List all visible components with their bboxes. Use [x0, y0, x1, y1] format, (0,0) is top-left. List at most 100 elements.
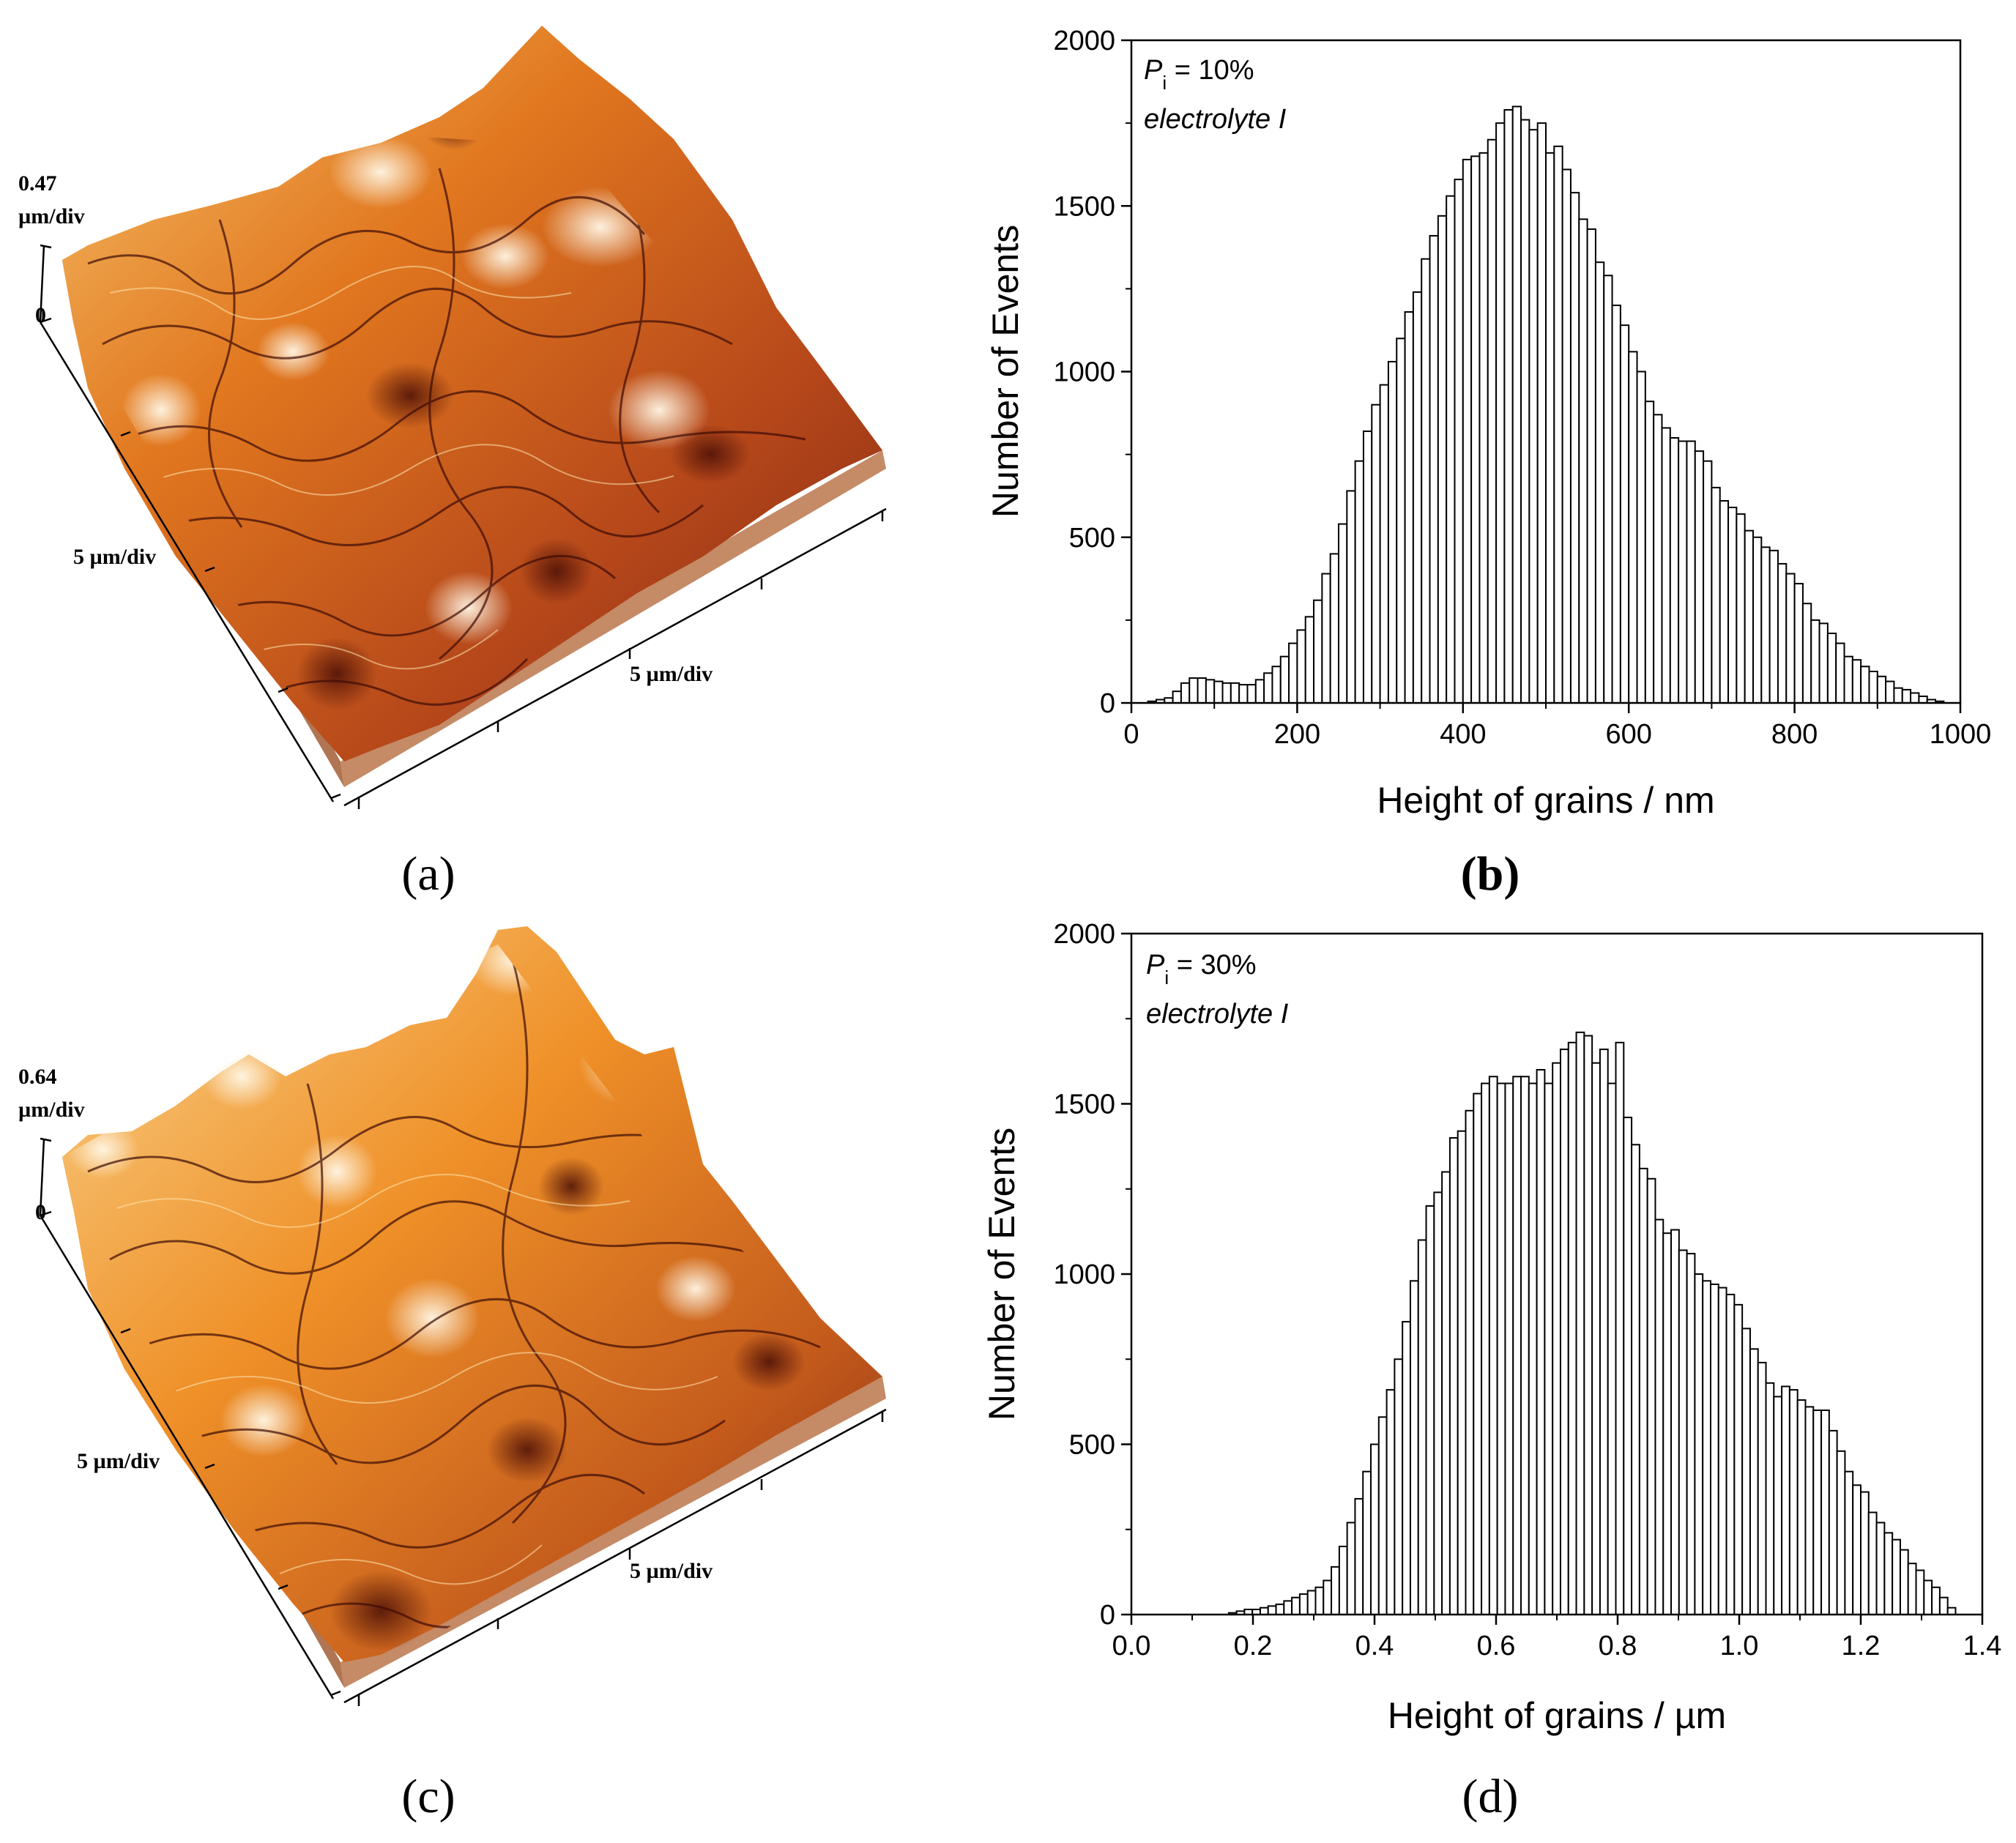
histogram-d-bar: [1465, 1109, 1475, 1616]
afm-c-side-front: [341, 1377, 886, 1688]
histogram-d-bar: [1512, 1076, 1522, 1616]
histogram-b-bar: [1760, 546, 1771, 704]
histogram-d-bar: [1765, 1382, 1775, 1616]
histogram-panel-b: 0 200 400 600 800 1000 0 500 1000 1500 2000 Pi = …: [985, 26, 1991, 821]
histogram-b-bar: [1727, 507, 1738, 704]
histogram-b-x-tick-label: 1000: [1930, 719, 1992, 750]
histogram-d-bar: [1583, 1035, 1593, 1615]
histogram-b-annotation-symbol: P: [1144, 55, 1163, 86]
histogram-d-bar: [1385, 1389, 1396, 1615]
histogram-d-y-tick-label: 500: [1069, 1430, 1115, 1461]
histogram-b-bar: [1736, 513, 1746, 704]
histogram-d-bar: [1812, 1410, 1823, 1615]
histogram-b-bar: [1230, 682, 1241, 704]
histogram-d-bar: [1899, 1549, 1909, 1615]
histogram-b-bar: [1818, 622, 1829, 704]
histogram-d-bar: [1717, 1287, 1727, 1615]
histogram-d-bar: [1709, 1283, 1719, 1615]
histogram-d-bar: [1267, 1605, 1277, 1616]
histogram-d-bar: [1892, 1538, 1901, 1615]
histogram-b-bar: [1313, 599, 1323, 704]
histogram-b-bar: [1354, 460, 1364, 704]
histogram-b-bar: [1843, 655, 1853, 704]
histogram-d-bar: [1938, 1596, 1949, 1615]
histogram-d-bars: [1227, 1031, 1957, 1616]
histogram-b-bar: [1793, 583, 1804, 704]
histogram-d-bar: [1457, 1130, 1467, 1615]
histogram-d-bar: [1298, 1593, 1309, 1616]
histogram-d-bar: [1504, 1082, 1514, 1615]
histogram-b-bar: [1321, 573, 1331, 704]
histogram-b-bar: [1238, 684, 1249, 704]
histogram-b-bar: [1661, 427, 1671, 704]
histogram-d-bar: [1907, 1563, 1917, 1615]
histogram-d-bar: [1354, 1497, 1364, 1616]
afm-c-x-axis-label: 5 µm/div: [630, 1559, 713, 1583]
histogram-d-bar: [1670, 1229, 1680, 1616]
histogram-d-bar: [1694, 1273, 1704, 1615]
histogram-d-bar: [1623, 1117, 1633, 1615]
histogram-b-x-tick-label: 200: [1274, 719, 1320, 750]
histogram-b-y-axis-title: Number of Events: [985, 225, 1026, 518]
histogram-b-bar: [1470, 155, 1481, 704]
histogram-d-bar: [1860, 1491, 1870, 1615]
histogram-d-bar: [1314, 1586, 1325, 1616]
histogram-d-bar: [1788, 1389, 1799, 1615]
figure-label-a: (a): [401, 847, 455, 901]
histogram-d-bar: [1749, 1348, 1759, 1616]
histogram-b-bar: [1304, 616, 1315, 704]
histogram-d-bar: [1291, 1596, 1301, 1615]
histogram-b-bar: [1594, 261, 1605, 704]
histogram-b-bar: [1785, 573, 1796, 704]
histogram-b-bar: [1454, 179, 1464, 704]
histogram-b-bar: [1412, 291, 1423, 704]
histogram-d-bar: [1559, 1049, 1569, 1615]
histogram-d-bar: [1931, 1586, 1941, 1616]
histogram-b-x-axis-title: Height of grains / nm: [1377, 780, 1714, 821]
histogram-d-bar: [1757, 1361, 1767, 1616]
histogram-b-bar: [1421, 258, 1431, 704]
histogram-b-bar: [1346, 490, 1356, 704]
histogram-b-bar: [1603, 275, 1613, 704]
histogram-b-bar: [1901, 688, 1912, 704]
histogram-b-bar: [1189, 677, 1199, 704]
histogram-b-x-tick-label: 800: [1771, 719, 1818, 750]
histogram-d-bar: [1441, 1171, 1451, 1615]
histogram-b-y-tick-label: 0: [1100, 688, 1115, 719]
histogram-d-bar: [1448, 1137, 1459, 1615]
histogram-b-annotation-value: = 10%: [1167, 55, 1254, 86]
histogram-b-bar: [1561, 168, 1571, 704]
histogram-d-bar: [1741, 1328, 1751, 1616]
histogram-b-bars: [1147, 105, 1945, 704]
histogram-b-bar: [1703, 460, 1713, 704]
histogram-b-bar: [1826, 632, 1837, 704]
histogram-b-bar: [1711, 486, 1721, 704]
histogram-b-bar: [1254, 679, 1265, 704]
histogram-b-bar: [1918, 695, 1928, 704]
histogram-d-bar: [1394, 1358, 1404, 1615]
histogram-b-bar: [1777, 562, 1788, 704]
histogram-d-x-tick-label: 1.4: [1963, 1631, 2002, 1661]
histogram-b-bar: [1221, 682, 1232, 704]
histogram-d-bar: [1796, 1399, 1807, 1616]
histogram-d-bar: [1552, 1062, 1561, 1615]
histogram-b-y-tick-label: 1500: [1053, 191, 1115, 222]
histogram-b-bar: [1910, 692, 1920, 704]
histogram-b-bar: [1768, 549, 1779, 704]
histogram-d-bar: [1575, 1031, 1585, 1615]
histogram-d-y-axis-title: Number of Events: [981, 1128, 1022, 1421]
histogram-d-bar: [1836, 1450, 1846, 1616]
afm-c-y-axis-label: 5 µm/div: [77, 1449, 160, 1473]
histogram-b-bar: [1686, 440, 1696, 704]
histogram-d-bar: [1433, 1191, 1443, 1615]
histogram-d-bar: [1599, 1049, 1609, 1615]
histogram-b-bar: [1678, 440, 1688, 704]
histogram-b-bar: [1586, 228, 1596, 704]
histogram-d-annotation-subscript: i: [1164, 967, 1169, 988]
histogram-d-bar: [1781, 1385, 1790, 1615]
histogram-b-bar: [1197, 677, 1207, 704]
afm-surface-panel-a: 0.47 µm/div 0 5 µm/div 5 µm/div: [18, 26, 887, 809]
afm-a-side-front: [341, 450, 886, 787]
histogram-d-annotation-symbol: P: [1146, 950, 1165, 980]
figure-label-b: (b): [1461, 847, 1520, 901]
